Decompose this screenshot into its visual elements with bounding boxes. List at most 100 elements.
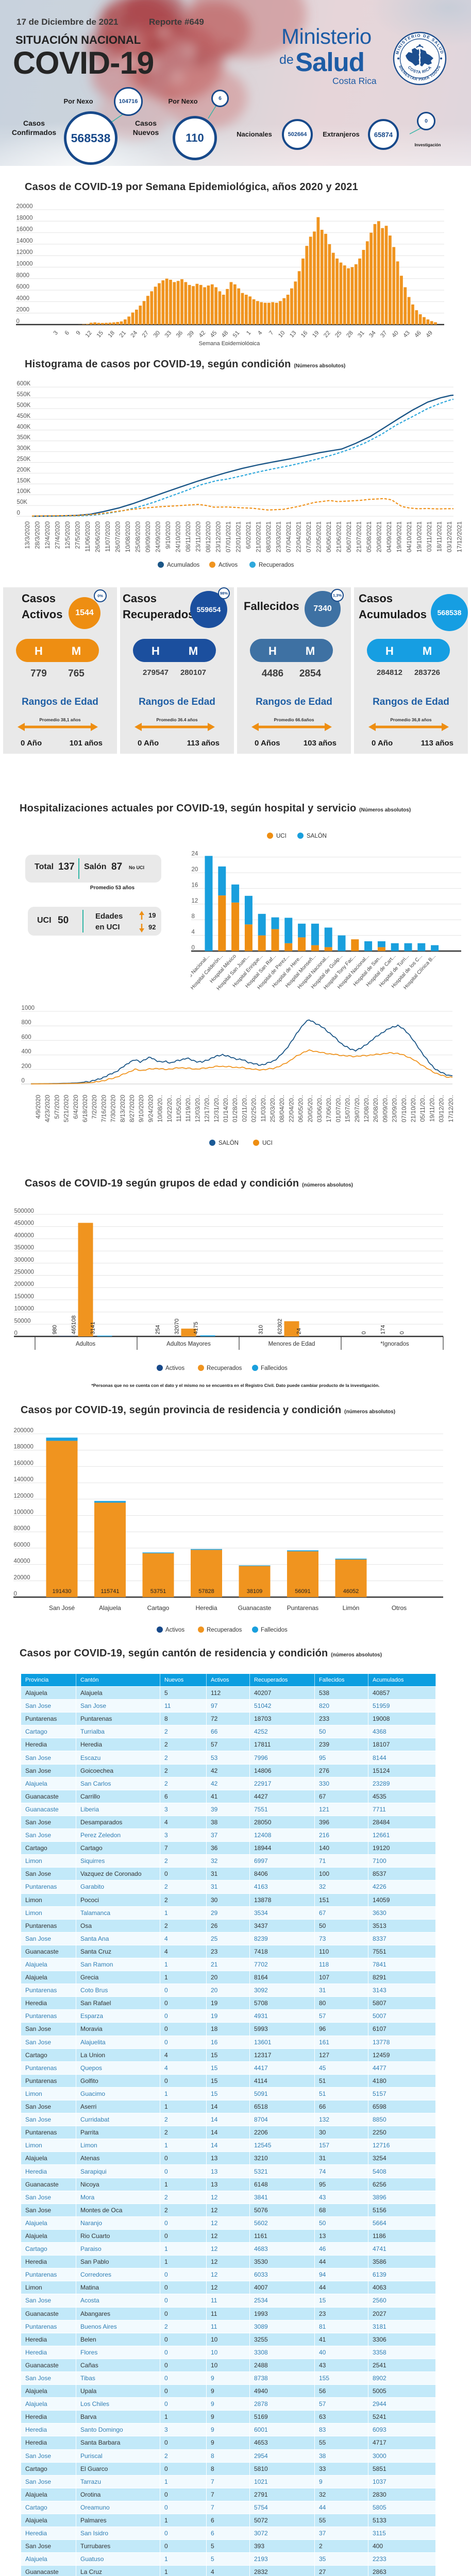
svg-text:Guanacaste: Guanacaste bbox=[238, 1604, 272, 1612]
svg-text:2000: 2000 bbox=[16, 307, 30, 313]
svg-text:20000: 20000 bbox=[14, 1574, 30, 1581]
svg-text:01/14/20..: 01/14/20.. bbox=[222, 1095, 229, 1122]
svg-text:29/07/20..: 29/07/20.. bbox=[354, 1095, 361, 1122]
svg-text:24: 24 bbox=[192, 851, 198, 857]
svg-text:06/07/2021: 06/07/2021 bbox=[345, 521, 352, 552]
svg-text:1000: 1000 bbox=[22, 1005, 35, 1011]
svg-text:Recuperados: Recuperados bbox=[259, 562, 294, 568]
svg-text:10/08/2020: 10/08/2020 bbox=[124, 521, 131, 552]
svg-text:Limón: Limón bbox=[343, 1604, 360, 1612]
svg-text:Fallecidos: Fallecidos bbox=[261, 1365, 288, 1371]
svg-text:25: 25 bbox=[334, 330, 343, 339]
svg-text:20: 20 bbox=[192, 867, 198, 873]
svg-text:25/03/20..: 25/03/20.. bbox=[269, 1095, 276, 1122]
svg-text:25/08/2020: 25/08/2020 bbox=[134, 521, 142, 552]
svg-text:0: 0 bbox=[17, 510, 20, 516]
svg-text:Cartago: Cartago bbox=[147, 1604, 170, 1612]
svg-text:23/11/2020: 23/11/2020 bbox=[195, 521, 202, 552]
svg-text:27: 27 bbox=[141, 330, 150, 339]
svg-text:500K: 500K bbox=[17, 402, 31, 409]
svg-text:Recuperados: Recuperados bbox=[207, 1627, 242, 1633]
svg-text:05/11/20..: 05/11/20.. bbox=[419, 1095, 426, 1122]
svg-text:SALÓN: SALÓN bbox=[218, 1140, 239, 1146]
svg-text:Activos: Activos bbox=[165, 1365, 184, 1371]
svg-text:9/10/2020: 9/10/2020 bbox=[138, 1095, 145, 1123]
svg-text:11/19/20..: 11/19/20.. bbox=[184, 1095, 192, 1122]
svg-text:24: 24 bbox=[296, 1328, 302, 1334]
svg-text:Acumulados: Acumulados bbox=[167, 562, 200, 568]
svg-text:11/07/2020: 11/07/2020 bbox=[104, 521, 111, 552]
svg-text:Activos: Activos bbox=[165, 1627, 184, 1633]
svg-text:12/4/2020: 12/4/2020 bbox=[44, 521, 51, 549]
svg-text:100000: 100000 bbox=[14, 1306, 34, 1312]
svg-text:9/10/2020: 9/10/2020 bbox=[164, 521, 172, 549]
svg-text:36: 36 bbox=[175, 330, 184, 339]
svg-text:600: 600 bbox=[22, 1034, 31, 1040]
svg-text:04/10/2021: 04/10/2021 bbox=[406, 521, 413, 552]
svg-text:0: 0 bbox=[361, 1331, 367, 1334]
svg-text:310: 310 bbox=[258, 1325, 264, 1334]
svg-text:50K: 50K bbox=[17, 499, 28, 505]
svg-text:115741: 115741 bbox=[101, 1588, 120, 1595]
svg-text:Activos: Activos bbox=[218, 562, 238, 568]
svg-text:43: 43 bbox=[402, 330, 411, 339]
svg-text:200: 200 bbox=[22, 1063, 31, 1070]
svg-text:23/09/20..: 23/09/20.. bbox=[391, 1095, 398, 1122]
svg-text:6000: 6000 bbox=[16, 284, 30, 290]
svg-text:Puntarenas: Puntarenas bbox=[287, 1604, 318, 1612]
svg-text:465108: 465108 bbox=[71, 1315, 77, 1334]
svg-text:6/18/2020: 6/18/2020 bbox=[81, 1095, 89, 1123]
svg-text:*Personas que no se cuenta con: *Personas que no se cuenta con el dato y… bbox=[91, 1383, 379, 1388]
svg-text:7/2/2020: 7/2/2020 bbox=[91, 1095, 98, 1119]
svg-text:23/03/2021: 23/03/2021 bbox=[275, 521, 282, 552]
svg-text:600K: 600K bbox=[17, 381, 31, 387]
svg-text:33: 33 bbox=[164, 330, 173, 339]
svg-text:12/17/20..: 12/17/20.. bbox=[204, 1095, 211, 1122]
svg-text:180000: 180000 bbox=[14, 1444, 33, 1450]
svg-text:14000: 14000 bbox=[16, 238, 33, 244]
svg-text:39: 39 bbox=[187, 330, 195, 339]
svg-text:550K: 550K bbox=[17, 392, 31, 398]
svg-text:16: 16 bbox=[300, 330, 309, 339]
svg-text:Adultos: Adultos bbox=[76, 1341, 96, 1347]
svg-text:Semana Epidemiológica: Semana Epidemiológica bbox=[199, 341, 261, 345]
svg-text:10000: 10000 bbox=[16, 261, 33, 267]
svg-text:12000: 12000 bbox=[16, 249, 33, 256]
svg-text:42: 42 bbox=[198, 330, 207, 339]
svg-text:08/03/2021: 08/03/2021 bbox=[265, 521, 272, 552]
svg-text:21/06/2021: 21/06/2021 bbox=[335, 521, 343, 552]
svg-text:8: 8 bbox=[192, 913, 195, 920]
svg-text:12: 12 bbox=[192, 898, 198, 904]
svg-text:60000: 60000 bbox=[14, 1542, 30, 1548]
svg-text:18/11/2021: 18/11/2021 bbox=[436, 521, 443, 552]
svg-text:8/27/2020: 8/27/2020 bbox=[128, 1095, 136, 1123]
svg-text:191430: 191430 bbox=[53, 1588, 72, 1595]
svg-text:6/4/2020: 6/4/2020 bbox=[72, 1095, 79, 1119]
svg-text:7: 7 bbox=[268, 330, 275, 336]
svg-text:0: 0 bbox=[16, 318, 20, 325]
svg-text:21/10/20..: 21/10/20.. bbox=[410, 1095, 417, 1122]
svg-text:28/3/2020: 28/3/2020 bbox=[34, 521, 41, 549]
svg-text:17/12/20..: 17/12/20.. bbox=[447, 1095, 455, 1122]
svg-text:20/05/20..: 20/05/20.. bbox=[307, 1095, 314, 1122]
svg-text:09/09/2020: 09/09/2020 bbox=[144, 521, 152, 552]
svg-text:6: 6 bbox=[64, 330, 71, 336]
svg-text:22/05/2021: 22/05/2021 bbox=[315, 521, 323, 552]
svg-text:48: 48 bbox=[221, 330, 229, 339]
svg-text:200000: 200000 bbox=[14, 1428, 33, 1434]
svg-text:51: 51 bbox=[232, 330, 241, 339]
svg-text:13: 13 bbox=[289, 330, 297, 339]
svg-text:Recuperados: Recuperados bbox=[207, 1365, 242, 1371]
svg-text:08/04/20..: 08/04/20.. bbox=[278, 1095, 285, 1122]
svg-text:45: 45 bbox=[209, 330, 218, 339]
svg-text:07/04/2021: 07/04/2021 bbox=[285, 521, 292, 552]
svg-text:11/06/2020: 11/06/2020 bbox=[84, 521, 91, 552]
svg-text:980: 980 bbox=[52, 1325, 58, 1334]
svg-text:0: 0 bbox=[399, 1331, 406, 1334]
svg-text:9/24/2020: 9/24/2020 bbox=[147, 1095, 154, 1123]
svg-text:03/11/2021: 03/11/2021 bbox=[426, 521, 433, 552]
svg-text:27/4/2020: 27/4/2020 bbox=[54, 521, 61, 549]
svg-text:120000: 120000 bbox=[14, 1493, 33, 1499]
svg-text:Menores de Edad: Menores de Edad bbox=[268, 1341, 315, 1347]
svg-text:16: 16 bbox=[192, 882, 198, 888]
